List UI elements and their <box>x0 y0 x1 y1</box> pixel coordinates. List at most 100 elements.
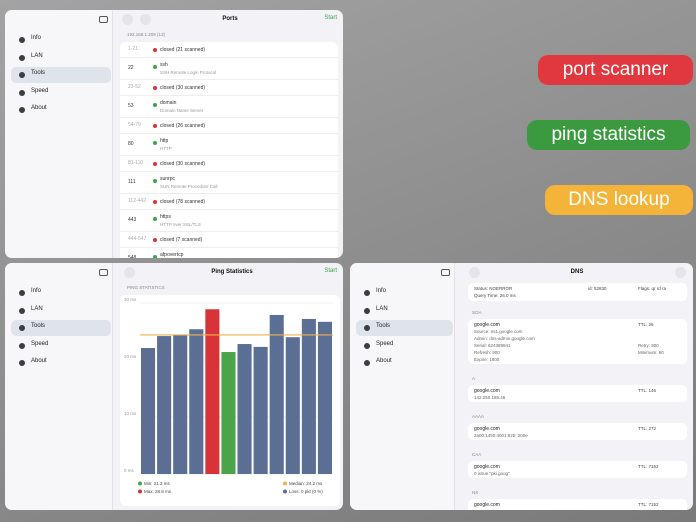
record-host: google.com <box>474 464 500 470</box>
sidebar-item[interactable]: Tools <box>31 323 46 329</box>
port-row: 1-21 closed (21 scanned) <box>120 42 338 58</box>
bar <box>269 314 284 474</box>
summary-field: Flags: qr rd ra <box>638 286 667 291</box>
port-name: closed (7 scanned) <box>160 237 203 243</box>
record-ttl: TTL: 7152 <box>638 502 659 507</box>
sidebar-item[interactable]: Info <box>376 288 387 294</box>
sidebar-icon <box>19 360 25 366</box>
record-type: AAAA <box>472 414 485 419</box>
record-ttl: TTL: 7152 <box>638 464 659 469</box>
back-button[interactable] <box>469 267 480 278</box>
port-row: 444-547 closed (7 scanned) <box>120 232 338 248</box>
share-button[interactable] <box>140 14 151 25</box>
sidebar-item[interactable]: About <box>31 358 47 364</box>
sidebar-item[interactable]: Tools <box>31 70 46 76</box>
sidebar-item[interactable]: About <box>376 358 392 364</box>
sidebar-icon <box>19 107 25 113</box>
sidebar-item[interactable]: Info <box>31 288 42 294</box>
port-number: 548 <box>128 255 137 258</box>
record-card: google.com TTL: 7152 ns1.google.com <box>468 499 687 510</box>
status-dot <box>153 217 157 221</box>
record-line: Serial: 624389941 <box>474 343 511 348</box>
port-number: 443 <box>128 217 137 223</box>
bar <box>205 309 220 474</box>
record-type: CAA <box>472 452 482 457</box>
port-detail: HTTP over SSL/TLS <box>160 222 201 227</box>
share-button[interactable] <box>675 267 686 278</box>
record-type: NS <box>472 490 479 495</box>
status-dot <box>153 255 157 258</box>
record-card: google.com TTL: 146 142.250.185.46 <box>468 385 687 402</box>
sidebar-toggle[interactable] <box>99 16 108 23</box>
start-button[interactable]: Start <box>324 268 337 274</box>
sidebar-toggle[interactable] <box>441 269 450 276</box>
label-pill: DNS lookup <box>545 185 693 215</box>
port-detail: SUN Remote Procedure Call <box>160 184 218 189</box>
record-card: google.com TTL: 272 2a00:1450:4001:82b::20… <box>468 423 687 440</box>
port-number: 54-79 <box>128 122 141 128</box>
port-name: closed (26 scanned) <box>160 123 206 129</box>
ping-chart: 0 ms 10 ms 20 ms 30 ms Min: 21.2 ms Max: 28.8… <box>124 297 333 494</box>
record-line: Refresh: 900 <box>474 350 500 355</box>
record-ttl: TTL: 26 <box>638 322 654 327</box>
sidebar <box>5 10 113 258</box>
record-line: Minimum: 60 <box>638 350 664 355</box>
status-dot <box>153 238 157 242</box>
label-pill: ping statistics <box>527 120 690 150</box>
sidebar-icon <box>19 89 25 96</box>
start-button[interactable]: Start <box>324 15 337 21</box>
y-tick-label: 10 ms <box>124 411 137 416</box>
sidebar-selection <box>356 320 453 336</box>
sidebar-item[interactable]: Speed <box>376 340 394 347</box>
port-detail: SSH Remote Login Protocol <box>160 70 217 75</box>
port-name: ssh <box>160 62 168 68</box>
sidebar-toggle[interactable] <box>99 269 108 276</box>
summary-field: id: 52830 <box>588 286 607 291</box>
sidebar-item[interactable]: Speed <box>31 340 49 347</box>
port-row: 443 https HTTP over SSL/TLS <box>120 210 338 232</box>
sidebar-icon <box>19 342 25 349</box>
record-host: google.com <box>474 502 500 508</box>
sidebar-item[interactable]: Speed <box>31 87 49 94</box>
legend-label: Max: 28.8 ms <box>144 489 172 494</box>
bar <box>189 329 204 474</box>
chart-card: 0 ms 10 ms 20 ms 30 ms Min: 21.2 ms Max: 28.8… <box>120 295 340 506</box>
legend-label: Median: 24.2 ms <box>289 481 323 486</box>
summary-field: Query Time: 26.0 ms <box>474 293 516 298</box>
record-line: Retry: 900 <box>638 343 659 348</box>
back-button[interactable] <box>124 267 135 278</box>
sidebar-item[interactable]: Tools <box>376 323 391 329</box>
sidebar-icon <box>19 72 25 78</box>
back-button[interactable] <box>122 14 133 25</box>
screen-title: Ports <box>222 16 238 22</box>
status-dot <box>153 86 157 90</box>
port-name: domain <box>160 100 177 106</box>
sidebar-icon <box>19 54 25 61</box>
port-name: closed (30 scanned) <box>160 161 206 167</box>
sidebar-item[interactable]: LAN <box>376 305 388 312</box>
sidebar-item[interactable]: LAN <box>31 305 43 312</box>
port-number: 444-547 <box>128 236 147 242</box>
port-row: 80 http HTTP <box>120 134 338 156</box>
port-name: closed (21 scanned) <box>160 47 206 53</box>
port-number: 1-21 <box>128 46 139 52</box>
record-type: SOA <box>472 310 482 315</box>
legend-dot <box>138 481 142 486</box>
port-number: 22 <box>128 65 134 71</box>
sidebar-item[interactable]: LAN <box>31 52 43 59</box>
sidebar-selection <box>11 67 111 83</box>
port-name: http <box>160 138 169 144</box>
y-tick-label: 0 ms <box>124 468 135 473</box>
sidebar-icon <box>19 325 25 331</box>
sidebar-item[interactable]: Info <box>31 35 42 41</box>
record-card: google.com TTL: 7152 0 issue "pki.goog" <box>468 461 687 478</box>
port-number: 112-442 <box>128 198 146 204</box>
sidebar-item[interactable]: About <box>31 105 47 111</box>
port-name: closed (30 scanned) <box>160 85 206 91</box>
sidebar-icon <box>19 307 25 314</box>
y-tick-label: 20 ms <box>124 354 137 359</box>
port-row: 111 sunrpc SUN Remote Procedure Call <box>120 172 338 194</box>
bar <box>173 334 188 474</box>
dns-summary: Status: NOERROR id: 52830 Flags: qr rd ra Q… <box>468 283 687 301</box>
